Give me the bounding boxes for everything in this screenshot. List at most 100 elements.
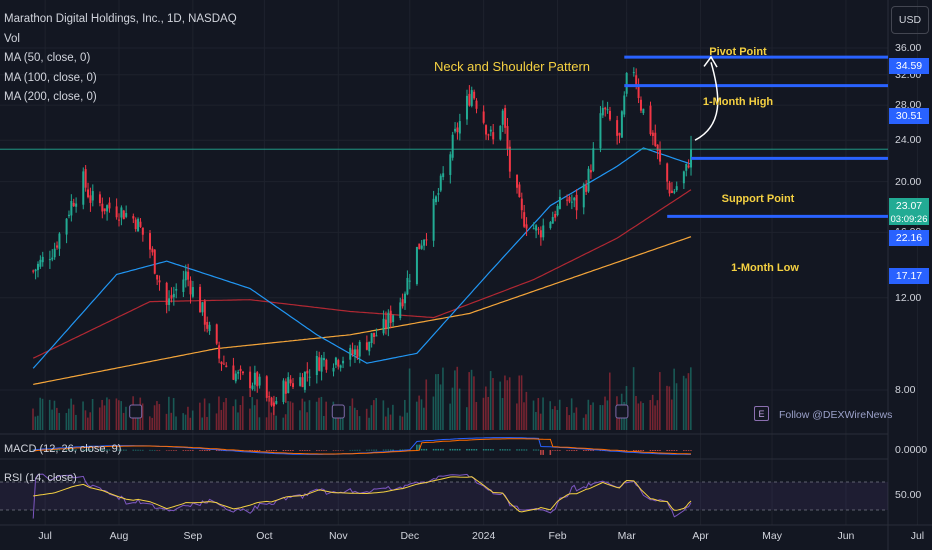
macd-histogram-bar [675, 450, 678, 451]
time-tick-label: Mar [617, 530, 636, 542]
candle [542, 225, 545, 238]
volume-bar [115, 398, 118, 430]
macd-histogram-bar [690, 450, 692, 451]
candle [220, 361, 223, 365]
ma50-legend[interactable]: MA (50, close, 0) [4, 52, 91, 64]
volume-bar [70, 398, 72, 430]
macd-histogram-bar [65, 449, 68, 451]
candle [232, 365, 235, 380]
candle [516, 175, 519, 188]
candle [32, 270, 35, 272]
time-tick-label: Dec [400, 530, 420, 542]
macd-histogram-bar [556, 450, 559, 451]
candle [473, 91, 476, 99]
macd-histogram-bar [449, 448, 451, 451]
candle [406, 277, 409, 295]
candle [334, 357, 337, 365]
volume-bar [554, 406, 556, 430]
macd-histogram-bar [523, 449, 525, 451]
candle [468, 93, 471, 106]
high-price-tag: 30.51 [889, 108, 929, 124]
macd-histogram-bar [139, 449, 142, 451]
volume-bar [118, 400, 120, 430]
candle [203, 301, 206, 325]
low-price-tag: 17.17 [889, 268, 929, 284]
volume-bar [685, 378, 687, 430]
candle [265, 376, 268, 398]
macd-histogram-bar [265, 450, 268, 452]
volume-bar [137, 407, 139, 430]
macd-histogram-bar [439, 448, 442, 451]
countdown-tag: 03:09:26 [889, 213, 929, 225]
macd-histogram-bar [268, 450, 270, 452]
macd-histogram-bar [432, 448, 435, 451]
macd-histogram-bar [299, 450, 301, 451]
macd-histogram-bar [501, 449, 504, 451]
time-tick-label: Sep [183, 530, 203, 542]
macd-histogram-bar [173, 450, 175, 451]
candle [604, 107, 607, 110]
ma100-line [32, 189, 692, 359]
volume-bar [320, 396, 323, 430]
volume-bar [637, 403, 640, 430]
candle [387, 312, 390, 329]
candle [65, 218, 68, 235]
candle [158, 280, 161, 283]
macd-histogram-bar [206, 450, 208, 451]
candle [618, 132, 621, 136]
macd-histogram-bar [418, 444, 421, 451]
rsi-legend[interactable]: RSI (14, close) [4, 472, 77, 484]
macd-histogram-bar [366, 449, 368, 451]
symbol-title[interactable]: Marathon Digital Holdings, Inc., 1D, NAS… [4, 13, 237, 25]
candle [620, 111, 623, 138]
macd-histogram-bar [592, 450, 594, 452]
macd-histogram-bar [573, 450, 575, 451]
volume-bar [72, 404, 75, 430]
volume-bar [322, 415, 325, 430]
ma100-legend[interactable]: MA (100, close, 0) [4, 71, 97, 84]
volume-bar [384, 416, 387, 430]
volume-bar [272, 401, 275, 430]
candle [342, 360, 345, 364]
macd-histogram-bar [137, 449, 139, 451]
macd-histogram-bar [151, 449, 154, 451]
volume-bar [206, 416, 208, 430]
macd-histogram-bar [292, 450, 294, 451]
macd-histogram-bar [559, 450, 561, 451]
macd-histogram-bar [192, 450, 194, 451]
candle [418, 243, 421, 250]
macd-histogram-bar [289, 450, 292, 451]
candle [118, 219, 121, 221]
support-point-label: Support Point [721, 193, 795, 205]
candle [382, 318, 385, 334]
candle [408, 280, 411, 282]
currency-button[interactable]: USD [891, 6, 929, 34]
macd-histogram-bar [504, 449, 506, 451]
macd-histogram-bar [256, 450, 258, 452]
macd-histogram-bar [399, 449, 401, 451]
candle [654, 132, 657, 146]
candle [75, 203, 78, 207]
macd-histogram-bar [368, 449, 370, 451]
volume-bar [215, 413, 218, 430]
candle [72, 202, 75, 207]
volume-bar [175, 416, 177, 430]
candle [485, 125, 488, 135]
volume-bar [492, 378, 494, 430]
volume-bar [375, 398, 378, 430]
macd-histogram-bar [168, 450, 170, 451]
ma200-legend[interactable]: MA (200, close, 0) [4, 91, 97, 103]
volume-legend[interactable]: Vol [4, 32, 20, 45]
candle [439, 175, 442, 191]
candle [470, 90, 473, 106]
rsi-band [0, 482, 888, 510]
volume-bar [520, 375, 523, 430]
macd-legend[interactable]: MACD (12, 26, close, 9) [4, 443, 122, 455]
macd-histogram-bar [454, 448, 456, 451]
candle [573, 197, 576, 201]
volume-bar [208, 403, 211, 430]
projection-arrowhead [703, 55, 718, 68]
macd-histogram-bar [554, 450, 556, 451]
